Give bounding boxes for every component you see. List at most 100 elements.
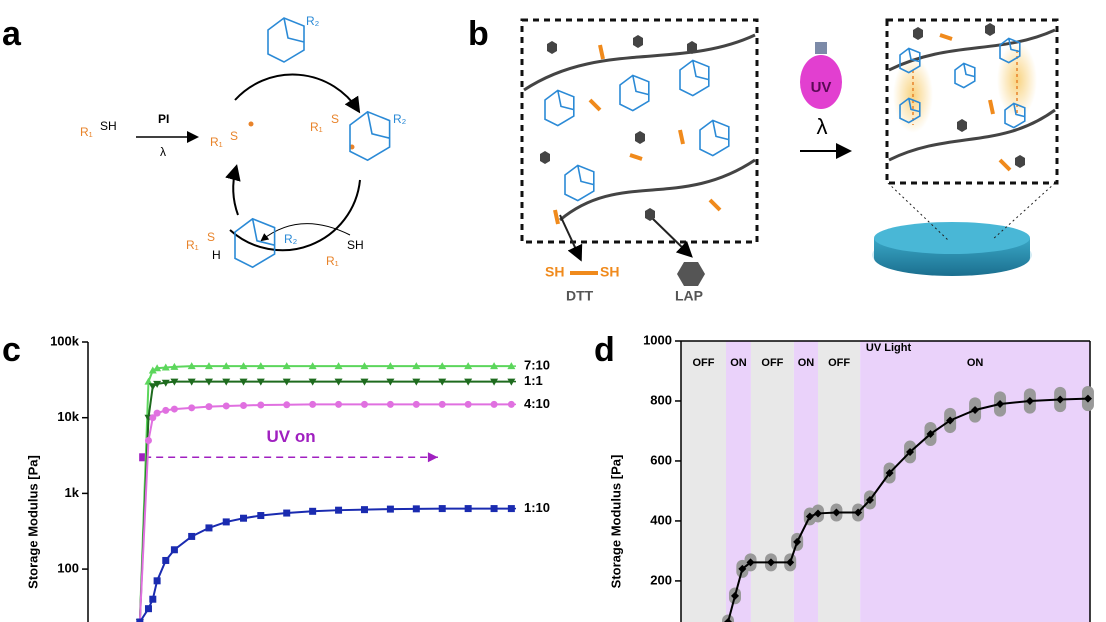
marker: [996, 399, 1005, 408]
annotation: UV on: [266, 427, 315, 446]
marker: [136, 618, 144, 622]
norbornene: [267, 17, 305, 63]
marker: [309, 400, 317, 408]
region-label: ON: [967, 357, 984, 369]
dtt-molecule: [598, 44, 605, 60]
marker: [412, 505, 420, 513]
lap-molecule: [633, 35, 643, 48]
zoom-line: [991, 182, 1056, 241]
annotation-arrowhead: [427, 452, 438, 463]
marker: [854, 508, 863, 517]
cycle-arrow: [225, 164, 241, 216]
y-tick-label: 400: [650, 512, 672, 527]
norbornene: [544, 89, 575, 127]
marker: [170, 546, 178, 554]
region-label: ON: [798, 357, 815, 369]
polymer-chain: [888, 108, 1056, 162]
norbornene: [954, 62, 976, 89]
y-tick-label: 100: [57, 561, 79, 576]
r2: R₂: [393, 112, 407, 126]
uv: UV: [811, 79, 832, 96]
dtt-molecule: [939, 33, 953, 41]
r2: R₂: [284, 232, 298, 246]
marker: [204, 362, 213, 370]
marker: [490, 378, 499, 386]
marker: [360, 362, 369, 370]
marker: [386, 362, 395, 370]
legend-label: 4:10: [524, 396, 550, 411]
marker: [906, 447, 915, 456]
marker: [282, 362, 291, 370]
norbornene: [899, 47, 921, 74]
marker: [309, 507, 317, 515]
marker: [148, 366, 157, 374]
marker: [724, 618, 733, 622]
marker: [222, 402, 230, 410]
marker: [153, 577, 161, 585]
marker: [188, 404, 196, 412]
r1: R₁: [80, 125, 93, 139]
marker: [926, 429, 935, 438]
marker: [170, 405, 178, 413]
marker: [738, 564, 747, 573]
marker: [240, 514, 248, 522]
cycle-arrow: [234, 73, 361, 114]
norbornene: [999, 37, 1021, 64]
marker: [170, 362, 179, 370]
scheme-b: SH SH DTT LAP UV λ: [520, 18, 1059, 304]
light: λ: [817, 114, 828, 139]
marker: [283, 509, 291, 517]
marker: [386, 400, 394, 408]
marker: [239, 362, 248, 370]
norbornene: [234, 217, 276, 269]
region-label: ON: [730, 357, 747, 369]
marker: [832, 508, 841, 517]
lap-icon: [677, 262, 705, 286]
s: S: [230, 129, 238, 143]
chart-c: 100 1k 10k 100k Storage Modulus [Pa] UV on 7:1…: [25, 333, 550, 622]
region: [681, 341, 726, 622]
marker: [464, 505, 472, 513]
norbornene: [1004, 102, 1026, 129]
marker: [153, 409, 161, 417]
r1: R₁: [310, 120, 323, 134]
marker: [438, 400, 446, 408]
lap-molecule: [985, 23, 995, 36]
polymer-chain: [523, 33, 756, 92]
lap-molecule: [540, 151, 550, 164]
marker: [490, 362, 499, 370]
marker: [162, 556, 170, 564]
marker: [222, 378, 231, 386]
y-axis-label: Storage Modulus [Pa]: [608, 455, 623, 589]
marker: [805, 512, 814, 521]
region-label: OFF: [692, 357, 714, 369]
legend-label: 7:10: [524, 358, 550, 373]
dtt-molecule: [998, 158, 1012, 172]
scheme-a: R₁ SH PI λ R₁ S R₂ R₁ S R₂ R₁ S R₂ H R₁ …: [80, 14, 407, 268]
marker: [256, 378, 265, 386]
arrow: [559, 214, 583, 262]
r1: R₁: [186, 238, 199, 252]
marker: [283, 401, 291, 409]
dtt-molecule: [629, 153, 643, 161]
marker: [144, 605, 152, 613]
y-tick-label: 800: [650, 392, 672, 407]
series-line: [138, 403, 512, 622]
marker: [971, 405, 980, 414]
marker: [257, 512, 265, 520]
sh: SH: [100, 119, 117, 133]
y-axis-label: Storage Modulus [Pa]: [25, 455, 40, 589]
y-tick-label: 600: [650, 452, 672, 467]
lap-molecule: [957, 119, 967, 132]
light: λ: [160, 145, 166, 159]
marker: [1025, 396, 1034, 405]
marker: [746, 558, 755, 567]
lap-molecule: [1015, 155, 1025, 168]
marker: [148, 383, 157, 391]
marker: [464, 378, 473, 386]
marker: [334, 362, 343, 370]
r1: R₁: [326, 254, 339, 268]
norbornene: [899, 97, 921, 124]
marker: [187, 362, 196, 370]
